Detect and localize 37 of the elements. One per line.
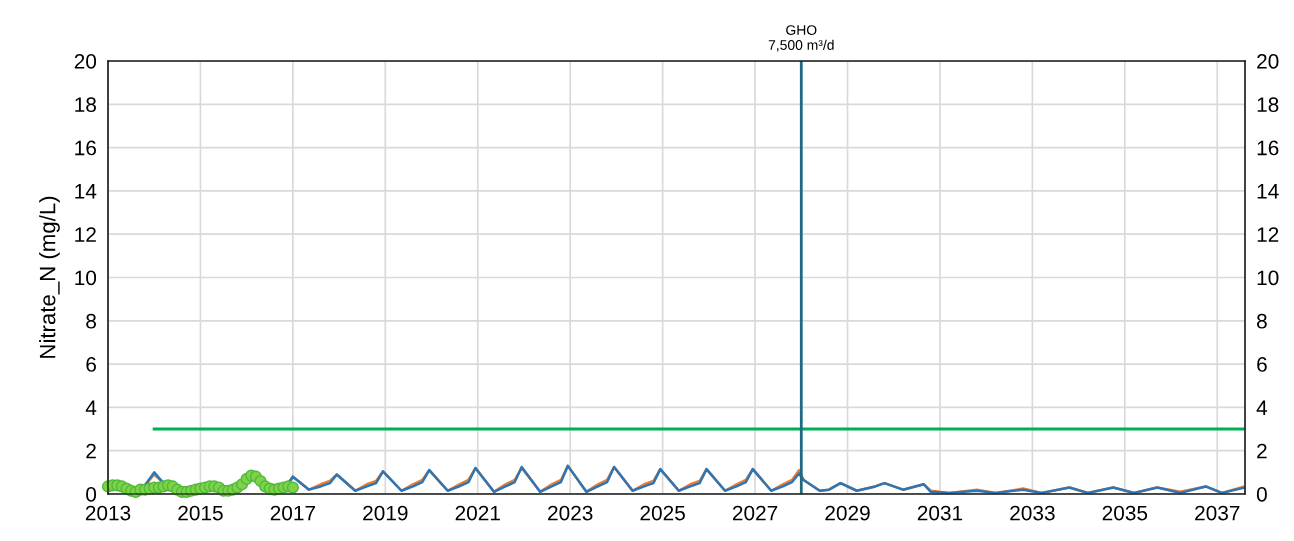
y-tick-label: 10 <box>75 270 97 286</box>
x-tick-label: 2035 <box>1102 505 1148 521</box>
x-tick-label: 2021 <box>455 505 500 521</box>
y2-tick-label: 12 <box>1257 227 1279 242</box>
y2-tick-label: 8 <box>1257 313 1267 329</box>
y2-tick-label: 0 <box>1256 487 1267 502</box>
y-tick-label: 20 <box>74 54 97 69</box>
y-tick-label: 0 <box>86 487 97 502</box>
y-tick-label: 2 <box>86 443 96 459</box>
x-tick-label: 2023 <box>548 505 593 521</box>
y-tick-label: 18 <box>75 97 96 113</box>
x-tick-label: 2017 <box>270 505 316 521</box>
y2-tick-label: 20 <box>1257 54 1279 69</box>
y-tick-label: 16 <box>75 140 96 156</box>
y2-tick-label: 2 <box>1257 443 1267 459</box>
x-tick-label: 2027 <box>732 505 778 521</box>
x-tick-label: 2029 <box>825 505 870 521</box>
y2-tick-label: 4 <box>1256 400 1268 415</box>
y-tick-label: 4 <box>85 400 97 415</box>
y-tick-label: 12 <box>75 227 96 242</box>
y-tick-label: 8 <box>86 313 96 329</box>
y-axis-title: Nitrate_N (mg/L) <box>39 196 60 358</box>
x-tick-label: 2019 <box>363 505 408 521</box>
x-tick-label: 2013 <box>85 505 131 521</box>
y-tick-label: 14 <box>75 184 97 199</box>
ref-line-label: GHO 7,500 m³/d <box>768 25 834 52</box>
y2-tick-label: 18 <box>1257 97 1279 113</box>
y2-tick-label: 16 <box>1257 140 1279 156</box>
x-tick-label: 2025 <box>640 505 685 521</box>
x-tick-label: 2015 <box>178 505 223 521</box>
y2-tick-label: 6 <box>1257 357 1267 372</box>
x-tick-label: 2031 <box>917 505 963 521</box>
x-tick-label: 2033 <box>1010 505 1055 521</box>
x-tick-label: 2037 <box>1195 505 1240 521</box>
y2-tick-label: 10 <box>1257 270 1279 286</box>
y-tick-label: 6 <box>86 357 96 372</box>
y2-tick-label: 14 <box>1257 184 1279 199</box>
